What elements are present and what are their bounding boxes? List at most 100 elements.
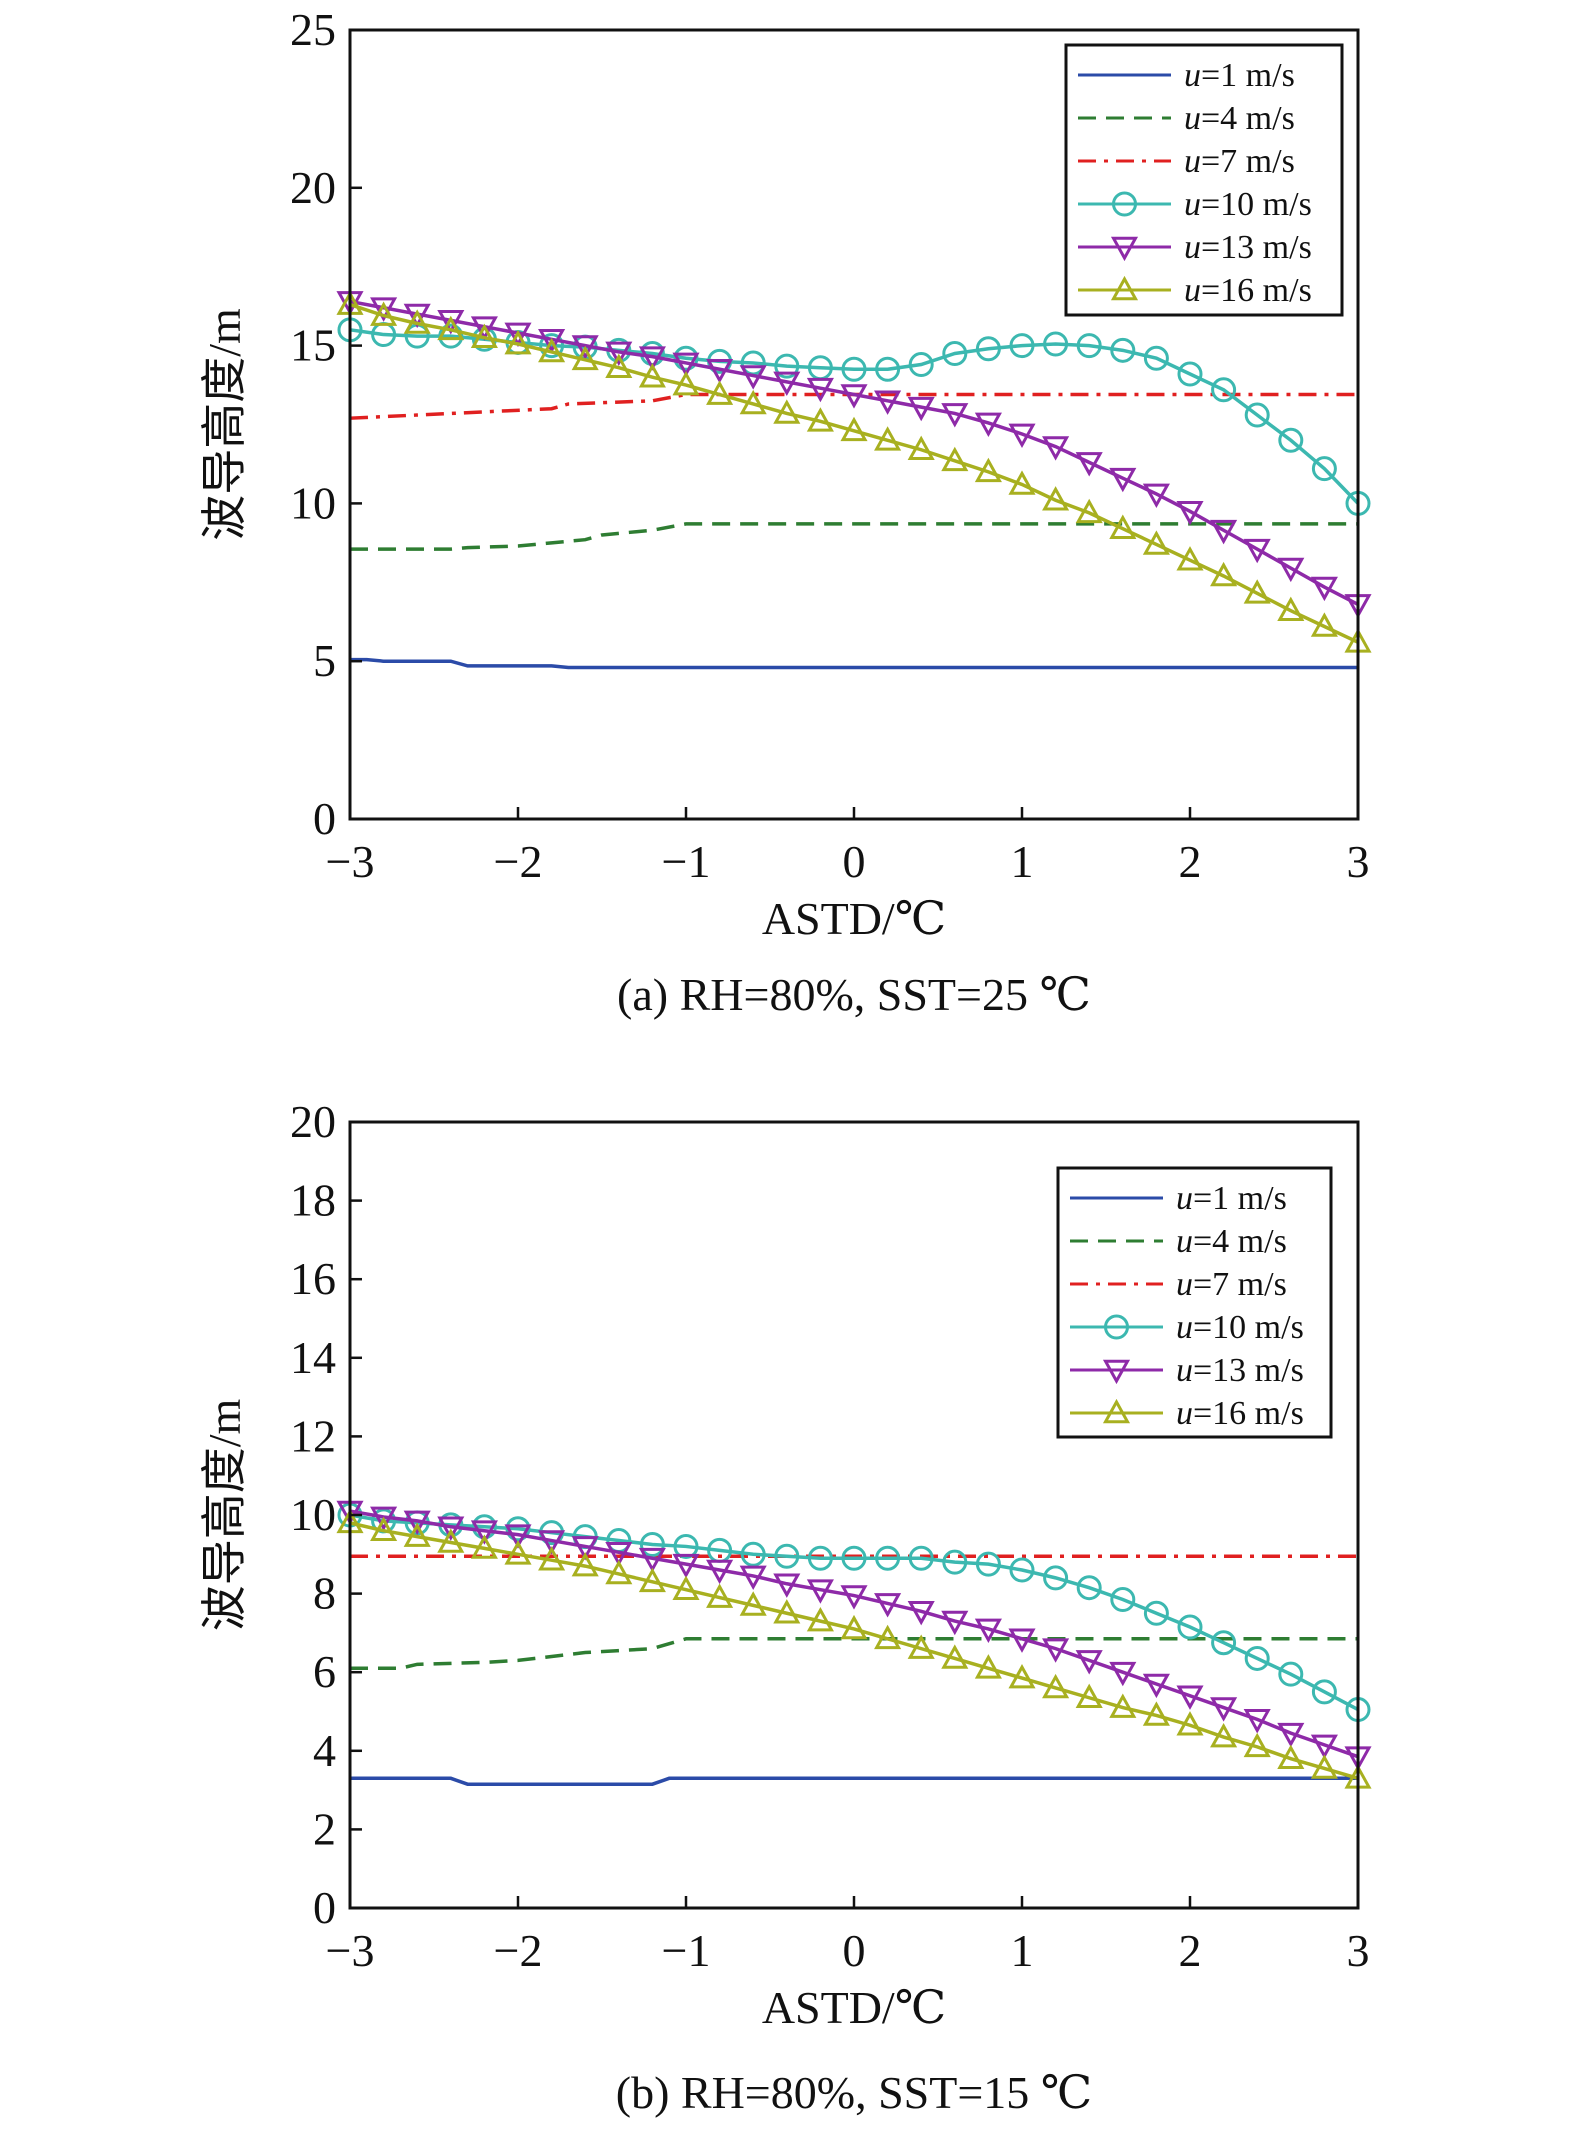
series-line (349, 328, 1360, 505)
data-point (941, 446, 969, 472)
legend-label-value: =10 m/s (1193, 1309, 1304, 1346)
data-point (841, 356, 867, 382)
data-point (1142, 530, 1170, 555)
data-point (840, 1585, 868, 1610)
legend-label: u=4 m/s (1176, 1223, 1287, 1260)
data-point (1143, 1600, 1169, 1626)
data-point (504, 322, 532, 348)
data-point (673, 345, 699, 371)
series-1 (350, 522, 1358, 551)
data-point (1009, 333, 1035, 359)
legend-marker (1110, 275, 1139, 301)
x-tick-label: 0 (843, 1925, 866, 1976)
data-point (1008, 423, 1036, 449)
y-tick-label: 0 (313, 1882, 336, 1933)
data-point (1176, 500, 1204, 526)
data-point (1042, 1673, 1070, 1699)
data-point (1008, 470, 1036, 495)
data-point (1043, 1565, 1069, 1591)
x-tick-label: −2 (494, 836, 543, 887)
data-point (1310, 612, 1338, 637)
x-tick-label: −1 (662, 836, 711, 887)
data-point (605, 353, 633, 378)
legend-marker (1112, 191, 1137, 217)
data-point (1142, 1701, 1170, 1726)
data-point (1310, 1754, 1338, 1779)
data-point (1109, 467, 1137, 493)
data-point (1210, 1697, 1238, 1722)
data-point (1142, 1673, 1170, 1699)
data-point (370, 297, 398, 322)
legend-label-var: u (1184, 57, 1201, 94)
y-axis-label: 波导高度/m (199, 1399, 250, 1632)
legend-marker (1110, 236, 1139, 262)
panel-caption: (b) RH=80%, SST=15 ℃ (616, 2067, 1092, 2118)
legend-label-value: =10 m/s (1201, 186, 1312, 223)
chart-panel-a: −3 −2 −1 0 1 2 3 0 5 10 15 20 25 ASTD/℃ 波导高度/m (a) RH=8… (199, 4, 1372, 1020)
series-line (349, 1513, 1359, 1712)
data-point (974, 412, 1002, 438)
data-point (1310, 1734, 1338, 1759)
data-point (1210, 519, 1238, 545)
data-point (907, 435, 935, 461)
legend-label-var: u (1176, 1180, 1193, 1217)
legend-label: u=7 m/s (1176, 1266, 1287, 1303)
x-tick-label: −3 (326, 836, 375, 887)
legend-label-var: u (1176, 1395, 1193, 1432)
data-point (672, 1553, 700, 1579)
data-point (571, 335, 599, 360)
legend-label-value: =16 m/s (1201, 272, 1312, 309)
legend-label-var: u (1184, 100, 1201, 137)
data-point (638, 346, 666, 371)
data-point (840, 416, 868, 442)
data-point (672, 370, 700, 396)
data-point (539, 333, 565, 359)
y-tick-label: 14 (290, 1332, 336, 1383)
series-2 (349, 392, 1358, 420)
data-point (975, 336, 1001, 362)
data-point (706, 1583, 734, 1608)
data-point (907, 396, 935, 422)
data-point (1109, 1661, 1137, 1687)
chart-panel-b: −3 −2 −1 0 1 2 302468101214161820ASTD/℃波导高度/m(… (199, 1096, 1372, 2118)
legend-label: u=4 m/s (1184, 100, 1295, 137)
series-0 (350, 1776, 1358, 1786)
data-point (672, 1575, 700, 1600)
legend-label-var: u (1184, 186, 1201, 223)
legend-label-value: =4 m/s (1201, 100, 1295, 137)
legend-label-var: u (1176, 1223, 1193, 1260)
data-point (874, 390, 902, 415)
data-point (605, 1559, 633, 1585)
data-point (1110, 1586, 1136, 1612)
legend-label: u=16 m/s (1176, 1395, 1304, 1432)
data-point (1243, 1732, 1271, 1758)
data-point (437, 1528, 465, 1553)
legend-label-var: u (1176, 1309, 1193, 1346)
data-point (774, 353, 800, 379)
data-point (806, 377, 834, 403)
data-point (875, 356, 901, 382)
data-point (942, 1549, 968, 1575)
data-point (605, 341, 633, 367)
data-point (1277, 1744, 1305, 1769)
legend-label: u=1 m/s (1184, 57, 1295, 94)
data-point (1075, 498, 1103, 524)
series-3 (337, 317, 1371, 516)
data-point (907, 1634, 935, 1659)
legend-marker (1102, 1398, 1131, 1424)
legend-label: u=16 m/s (1184, 272, 1312, 309)
data-point (437, 310, 465, 335)
data-point (942, 340, 968, 366)
data-point (1244, 402, 1270, 428)
data-point (1277, 596, 1305, 622)
data-point (1278, 1661, 1304, 1687)
data-point (470, 316, 498, 341)
data-point (538, 328, 566, 354)
y-axis-label: 波导高度/m (199, 308, 250, 541)
data-point (1109, 514, 1137, 539)
data-point (807, 1545, 833, 1571)
data-point (773, 1599, 801, 1624)
data-point (1277, 557, 1305, 583)
legend-label-value: =13 m/s (1201, 229, 1312, 266)
